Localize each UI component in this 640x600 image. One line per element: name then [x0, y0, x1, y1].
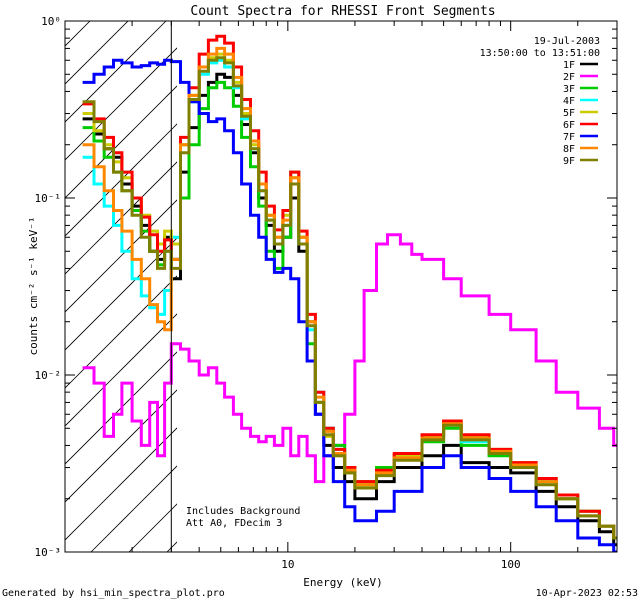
legend-label-4F: 4F	[563, 96, 575, 107]
y-tick-label: 10⁻¹	[35, 192, 62, 205]
x-tick-label: 100	[501, 558, 521, 571]
x-tick-label: 10	[281, 558, 294, 571]
y-tick-label: 10⁰	[41, 15, 61, 28]
annotation-background: Includes Background	[186, 506, 300, 517]
hatch-line	[65, 161, 177, 275]
hatch-line	[65, 237, 177, 351]
hatch-line	[65, 85, 177, 199]
legend-label-2F: 2F	[563, 72, 575, 83]
hatch-line	[65, 351, 177, 465]
footer-timestamp: 10-Apr-2023 02:53	[536, 588, 638, 599]
series-line-9F	[82, 56, 617, 540]
hatch-line	[65, 21, 129, 85]
legend-label-6F: 6F	[563, 120, 575, 131]
y-axis-ticks: 10⁻³ 10⁻² 10⁻¹ 10⁰	[35, 15, 617, 559]
series-line-2F	[82, 233, 617, 484]
hatch-line	[65, 199, 177, 313]
y-axis-label: counts cm⁻² s⁻¹ keV⁻¹	[27, 216, 40, 355]
y-tick-label: 10⁻³	[35, 546, 62, 559]
series-line-8F	[82, 46, 617, 540]
date-label: 19-Jul-2003	[534, 36, 600, 47]
hatch-line	[65, 21, 91, 47]
hatch-line	[0, 21, 14, 552]
legend-label-8F: 8F	[563, 144, 575, 155]
time-range-label: 13:50:00 to 13:51:00	[480, 48, 600, 59]
hatch-line	[65, 47, 177, 161]
series-line-6F	[82, 34, 617, 540]
hatch-line	[65, 313, 177, 427]
legend-label-3F: 3F	[563, 84, 575, 95]
legend-label-1F: 1F	[563, 60, 575, 71]
hatch-line	[65, 389, 177, 503]
plot-frame	[64, 20, 618, 553]
chart-title: Count Spectra for RHESSI Front Segments	[190, 4, 495, 19]
x-axis-label: Energy (keV)	[303, 576, 382, 589]
hatch-line	[65, 275, 177, 389]
series-lines	[82, 34, 617, 552]
x-axis-ticks: 10 100	[64, 21, 618, 571]
y-tick-label: 10⁻²	[35, 369, 62, 382]
footer-generated: Generated by hsi_min_spectra_plot.pro	[2, 588, 225, 599]
hatch-line	[65, 21, 167, 123]
legend-label-7F: 7F	[563, 132, 575, 143]
legend-label-5F: 5F	[563, 108, 575, 119]
legend-label-9F: 9F	[563, 156, 575, 167]
annotation-attenuator: Att A0, FDecim 3	[186, 518, 282, 529]
hatch-line	[65, 427, 177, 541]
series-line-7F	[82, 58, 617, 552]
hatched-region	[0, 21, 177, 552]
hatch-line	[0, 21, 52, 552]
